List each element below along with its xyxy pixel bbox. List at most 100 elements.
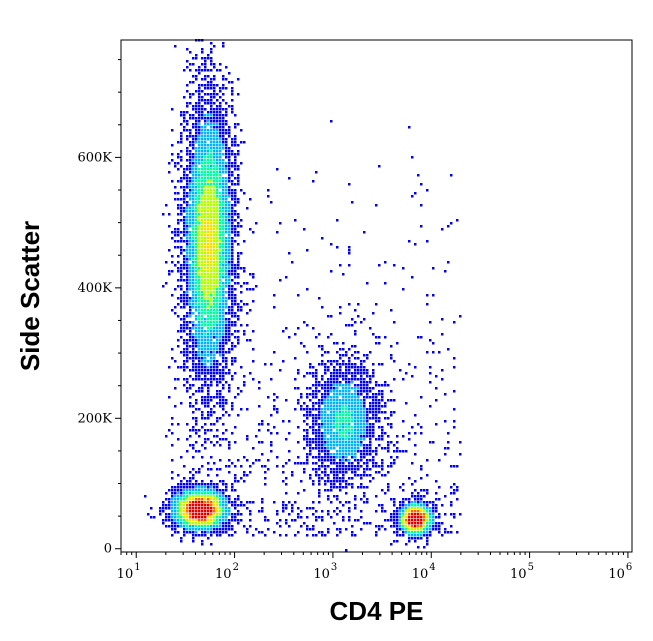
data-point	[231, 501, 234, 504]
data-point	[204, 528, 207, 531]
data-point	[342, 468, 345, 471]
data-point	[222, 129, 225, 132]
data-point	[393, 510, 396, 513]
data-point	[204, 210, 207, 213]
data-point	[375, 417, 378, 420]
data-point	[216, 84, 219, 87]
data-point	[336, 423, 339, 426]
data-point	[207, 462, 210, 465]
data-point	[219, 201, 222, 204]
data-point	[234, 531, 237, 534]
data-point	[198, 153, 201, 156]
data-point	[354, 345, 357, 348]
data-point	[189, 192, 192, 195]
data-point	[327, 474, 330, 477]
data-point	[414, 453, 417, 456]
data-point	[324, 429, 327, 432]
data-point	[228, 222, 231, 225]
data-point	[201, 384, 204, 387]
data-point	[231, 219, 234, 222]
data-point	[210, 126, 213, 129]
data-point	[399, 519, 402, 522]
data-point	[219, 87, 222, 90]
data-point	[417, 495, 420, 498]
data-point	[216, 144, 219, 147]
data-point	[216, 234, 219, 237]
data-point	[327, 405, 330, 408]
data-point	[186, 240, 189, 243]
data-point	[183, 306, 186, 309]
data-point	[195, 78, 198, 81]
data-point	[237, 504, 240, 507]
data-point	[177, 531, 180, 534]
data-point	[210, 84, 213, 87]
data-point	[318, 438, 321, 441]
data-point	[408, 522, 411, 525]
data-point	[228, 306, 231, 309]
data-point	[348, 348, 351, 351]
data-point	[177, 486, 180, 489]
data-point	[315, 429, 318, 432]
data-point	[258, 429, 261, 432]
data-point	[189, 141, 192, 144]
data-point	[216, 330, 219, 333]
data-point	[324, 417, 327, 420]
data-point	[402, 483, 405, 486]
data-point	[219, 141, 222, 144]
data-point	[414, 513, 417, 516]
data-point	[357, 378, 360, 381]
data-point	[315, 393, 318, 396]
data-point	[288, 252, 291, 255]
data-point	[177, 498, 180, 501]
data-point	[228, 333, 231, 336]
data-point	[285, 507, 288, 510]
data-point	[180, 180, 183, 183]
data-point	[192, 210, 195, 213]
data-point	[339, 312, 342, 315]
data-point	[231, 357, 234, 360]
data-point	[192, 360, 195, 363]
data-point	[240, 129, 243, 132]
data-point	[303, 429, 306, 432]
data-point	[198, 291, 201, 294]
data-point	[186, 111, 189, 114]
data-point	[204, 270, 207, 273]
data-point	[453, 483, 456, 486]
data-point	[222, 216, 225, 219]
data-point	[228, 249, 231, 252]
data-point	[402, 288, 405, 291]
data-point	[219, 327, 222, 330]
data-point	[333, 411, 336, 414]
data-point	[219, 324, 222, 327]
data-point	[306, 528, 309, 531]
data-point	[189, 159, 192, 162]
data-point	[402, 489, 405, 492]
data-point	[405, 543, 408, 546]
data-point	[234, 465, 237, 468]
data-point	[198, 507, 201, 510]
data-point	[438, 459, 441, 462]
data-point	[318, 489, 321, 492]
data-point	[414, 534, 417, 537]
data-point	[423, 534, 426, 537]
data-point	[366, 390, 369, 393]
data-point	[219, 102, 222, 105]
data-point	[327, 408, 330, 411]
data-point	[192, 228, 195, 231]
data-point	[183, 228, 186, 231]
data-point	[168, 489, 171, 492]
data-point	[222, 483, 225, 486]
data-point	[216, 126, 219, 129]
data-point	[222, 498, 225, 501]
data-point	[213, 330, 216, 333]
data-point	[201, 207, 204, 210]
data-point	[216, 69, 219, 72]
data-point	[189, 219, 192, 222]
data-point	[291, 261, 294, 264]
data-point	[357, 444, 360, 447]
data-point	[348, 423, 351, 426]
data-point	[231, 108, 234, 111]
data-point	[354, 519, 357, 522]
data-point	[213, 171, 216, 174]
